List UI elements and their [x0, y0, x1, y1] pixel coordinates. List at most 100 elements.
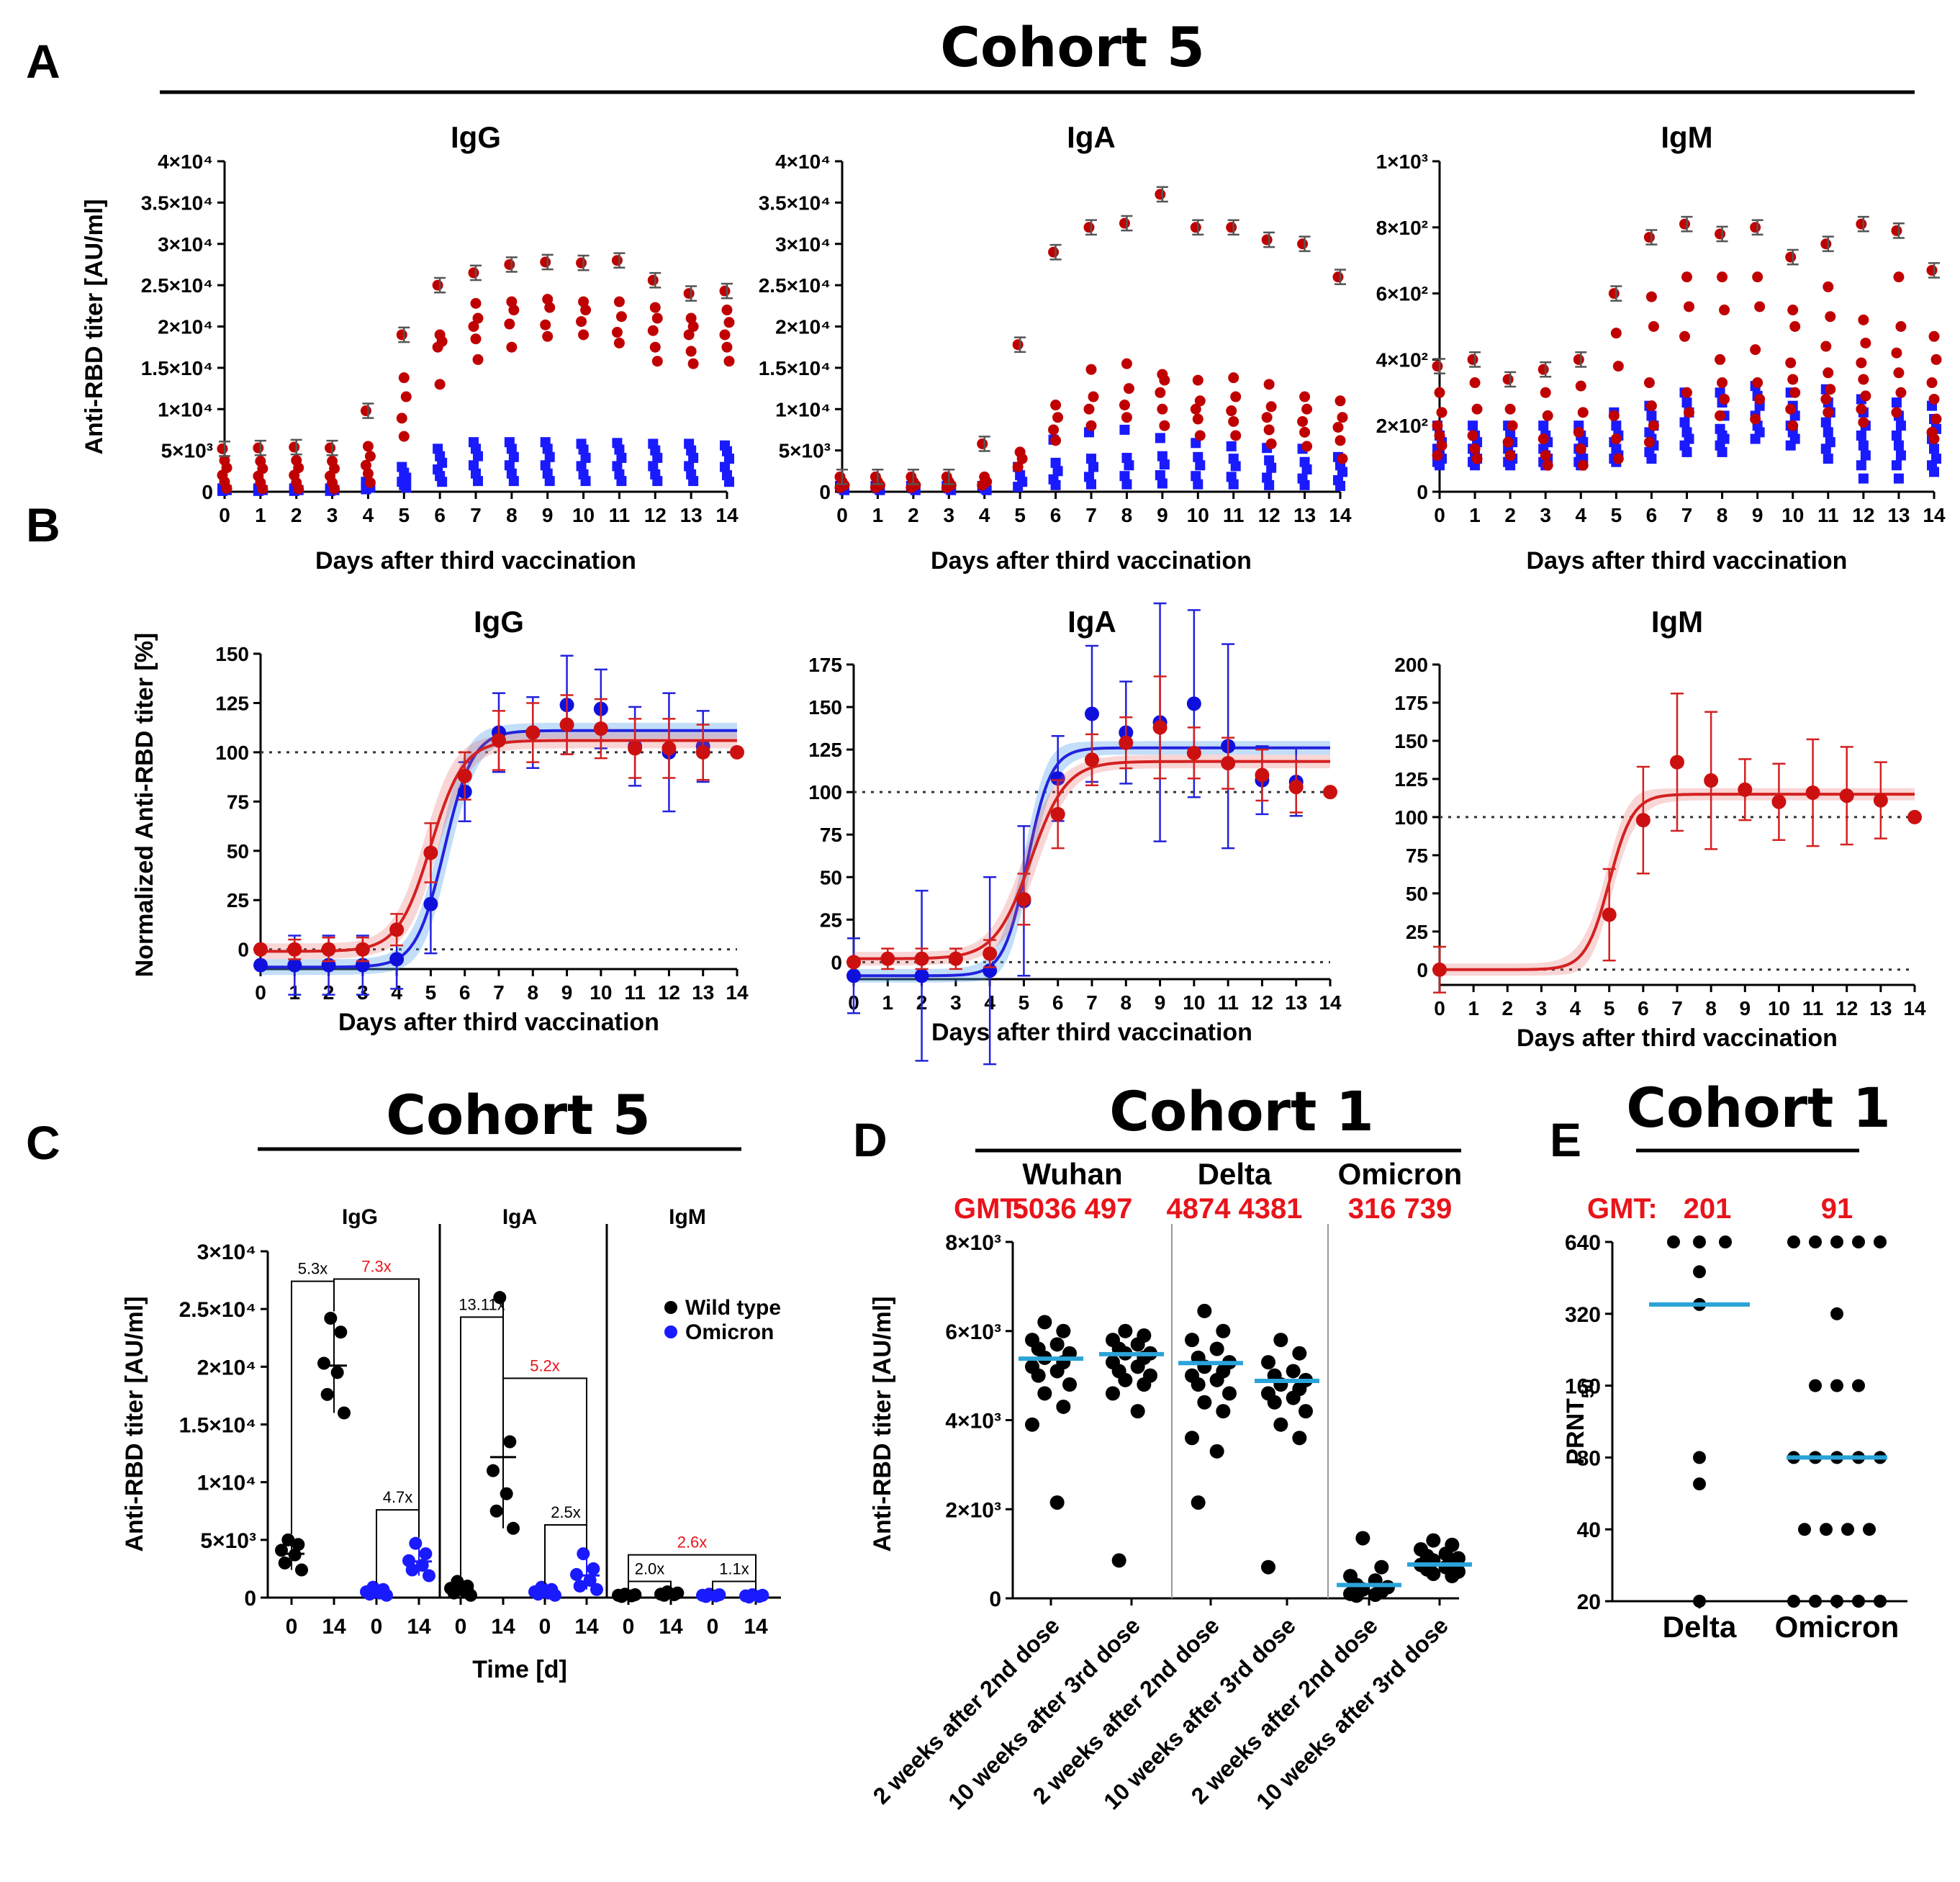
x-tick-label: 7 — [1681, 504, 1693, 526]
x-tick-label: 4 — [391, 981, 402, 1004]
data-point — [1719, 1235, 1732, 1248]
data-point — [1119, 735, 1134, 750]
data-point — [1839, 788, 1854, 803]
data-point — [688, 476, 699, 487]
data-point — [1085, 364, 1097, 375]
data-point — [1841, 1523, 1854, 1536]
y-tick-label: 2.5×10⁴ — [141, 274, 213, 297]
data-point — [1221, 756, 1236, 771]
x-tick-label: 4 — [1570, 997, 1581, 1019]
data-point — [1267, 1395, 1282, 1410]
data-point — [1928, 433, 1940, 445]
data-point — [1299, 479, 1310, 490]
data-point — [380, 1588, 393, 1602]
data-point — [1301, 464, 1312, 475]
data-point — [1907, 809, 1922, 824]
x-tick-label: 1 — [255, 504, 266, 526]
data-point — [1052, 466, 1063, 477]
data-point — [287, 942, 302, 957]
y-tick-label: 150 — [808, 696, 842, 719]
data-point — [1874, 1595, 1887, 1608]
panel-e-ylabel: PRNT50 — [1562, 1379, 1598, 1464]
data-point — [473, 451, 483, 462]
data-point — [419, 1547, 433, 1561]
data-point — [1805, 785, 1820, 800]
data-point — [977, 438, 988, 449]
data-point — [1085, 706, 1099, 721]
data-point — [1195, 460, 1206, 471]
data-point — [287, 958, 302, 973]
panel-a-ylabel: Anti-RBD titer [AU/ml] — [81, 199, 108, 454]
data-point — [1789, 387, 1801, 398]
data-point — [1785, 251, 1797, 263]
x-tick-label: 14 — [659, 1615, 683, 1639]
data-point — [1261, 412, 1273, 423]
data-point — [1186, 696, 1201, 711]
data-point — [1106, 1386, 1120, 1401]
x-tick-label: 0 — [219, 504, 230, 526]
data-point — [1052, 412, 1064, 423]
panel-e-chart: 20 40 80 160 320 640 PRNT50 GMT: 201 91 Delta Omicr… — [1562, 1193, 1907, 1644]
y-tick-label: 2×10³ — [945, 1498, 1001, 1522]
data-point — [1088, 462, 1098, 472]
data-point — [1670, 755, 1684, 770]
y-tick-label: 4×10⁴ — [158, 150, 213, 173]
data-point — [1681, 397, 1692, 408]
data-point — [1809, 1379, 1822, 1392]
data-point — [362, 468, 374, 479]
data-point — [544, 302, 556, 313]
data-point — [1858, 473, 1869, 484]
x-tick-label: 6 — [1052, 991, 1064, 1014]
data-point — [719, 285, 731, 297]
data-point — [400, 391, 412, 402]
data-point — [1332, 421, 1344, 433]
data-point — [685, 346, 697, 357]
data-point — [1860, 337, 1871, 348]
y-tick-label: 2×10² — [1376, 415, 1428, 437]
fold-bracket — [460, 1316, 504, 1578]
data-point — [1194, 395, 1206, 407]
x-tick-label: 7 — [1086, 991, 1098, 1014]
data-point — [1190, 222, 1201, 233]
data-point — [651, 312, 663, 324]
data-point — [329, 483, 340, 495]
data-point — [1715, 228, 1726, 240]
data-point — [1825, 311, 1836, 323]
x-tick-label: 1 — [1468, 997, 1479, 1019]
y-tick-label: 1.5×10⁴ — [141, 357, 213, 379]
data-point — [1185, 1431, 1199, 1446]
y-tick-label: 0 — [989, 1588, 1001, 1611]
gmt-value: 316 739 — [1348, 1193, 1453, 1225]
data-point — [683, 329, 695, 341]
y-tick-label: 150 — [1394, 730, 1428, 752]
data-point — [1752, 377, 1763, 389]
data-point — [324, 1311, 338, 1325]
data-point — [1693, 1595, 1706, 1608]
data-point — [580, 452, 591, 463]
data-point — [1088, 391, 1099, 402]
x-tick-label: 14 — [744, 1615, 768, 1639]
group-label-igm: IgM — [669, 1205, 706, 1229]
data-point — [684, 461, 695, 472]
data-point — [1823, 407, 1834, 418]
data-point — [1049, 1337, 1065, 1352]
data-point — [401, 482, 412, 493]
x-tick-label: 6 — [459, 981, 471, 1004]
data-point — [1825, 384, 1836, 395]
gmt-value: 91 — [1821, 1193, 1853, 1225]
data-point — [720, 462, 730, 472]
data-point — [1226, 441, 1237, 451]
y-tick-label: 0 — [831, 951, 842, 973]
data-point — [612, 461, 623, 472]
fold-change-label: 7.3x — [361, 1257, 392, 1275]
data-point — [275, 1544, 288, 1557]
data-point — [1266, 462, 1277, 473]
data-point — [1693, 1235, 1706, 1248]
data-point — [362, 441, 374, 452]
data-point — [1016, 891, 1031, 906]
data-point — [321, 942, 336, 957]
data-point — [648, 461, 659, 472]
x-tick-label: 12 — [644, 504, 667, 526]
y-tick-label: 5×10³ — [200, 1529, 256, 1553]
data-point — [652, 452, 663, 463]
